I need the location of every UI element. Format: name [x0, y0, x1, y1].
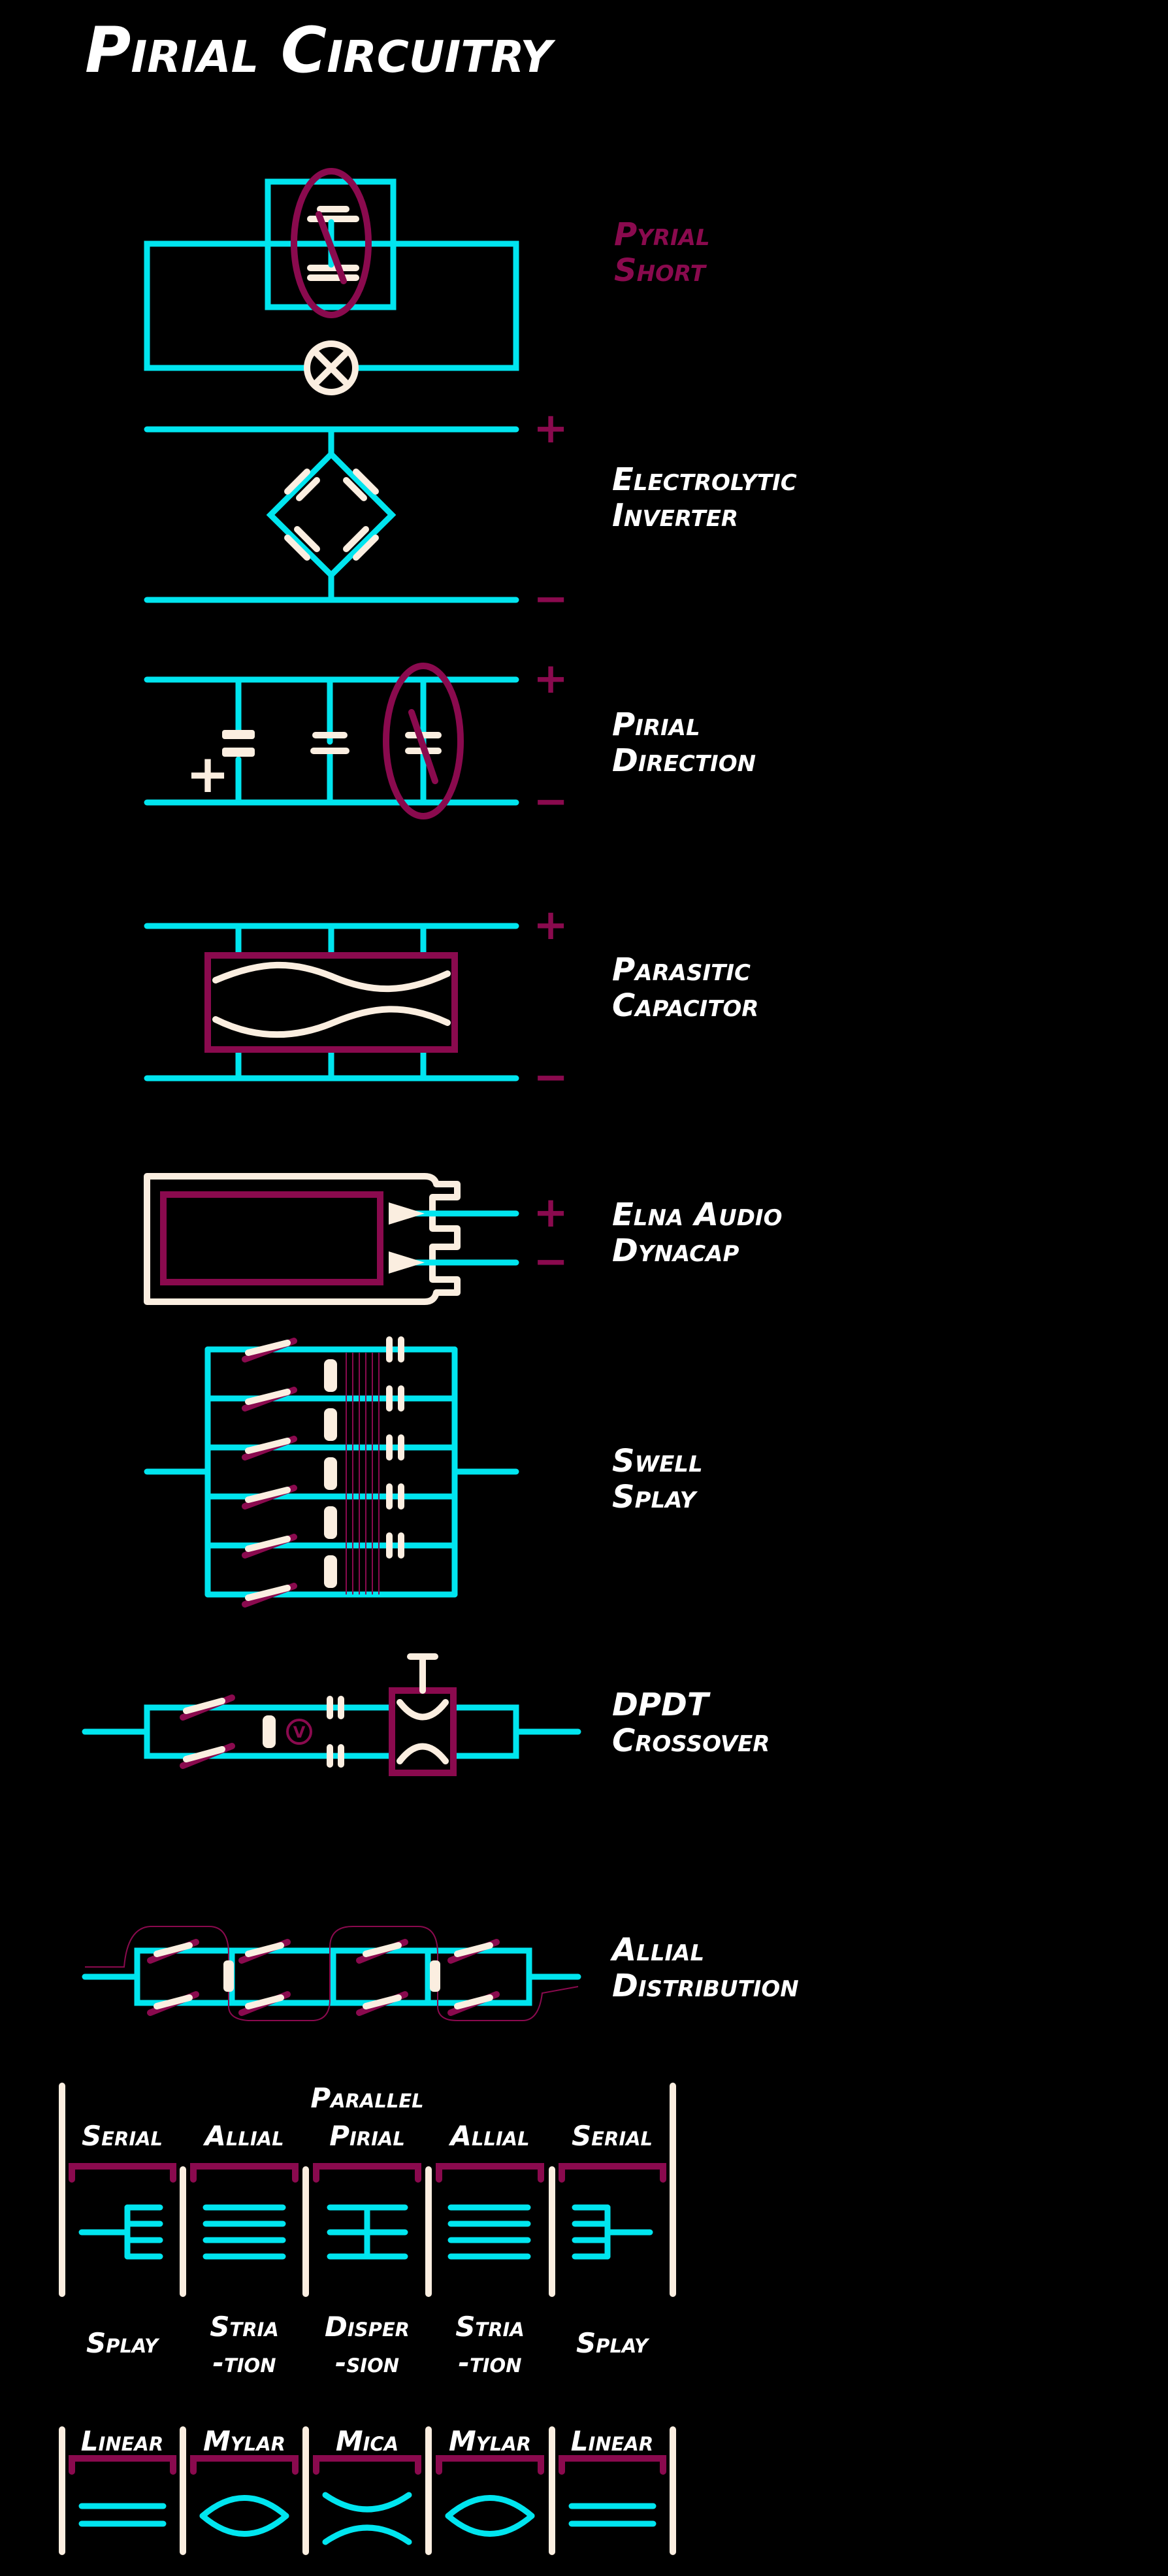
circuit-pyrial-short: [144, 168, 519, 395]
polarity-plus-icon: +: [186, 744, 229, 804]
dielectric-table: [59, 2426, 676, 2555]
column-label: Serial: [572, 2120, 653, 2152]
label-elna-audio-dynacap-1: Elna Audio: [612, 1197, 782, 1233]
label-parasitic-capacitor-1: Parasitic: [612, 951, 751, 988]
allial-capacitor-icon-right: [447, 2204, 531, 2260]
label-pyrial-short-2: Short: [614, 252, 707, 289]
swell-splay-resistors: [242, 1338, 297, 1608]
table-header-parallel: Parallel: [310, 2082, 423, 2114]
serial-capacitor-icon-right: [572, 2204, 653, 2260]
label-elna-audio-dynacap-2: Dynacap: [612, 1232, 739, 1269]
effect-label: Stria: [210, 2311, 279, 2343]
label-pirial-direction-2: Direction: [612, 742, 756, 779]
allial-resistors: [147, 1939, 500, 2016]
linear-dielectric-icon-left: [78, 2503, 167, 2527]
effect-label: -sion: [335, 2347, 399, 2379]
label-dpdt-crossover-1: DPDT: [612, 1687, 711, 1723]
label-parasitic-capacitor-2: Capacitor: [612, 987, 758, 1024]
circuit-electrolytic-inverter: [144, 426, 519, 603]
minus-sign: −: [533, 778, 568, 826]
circuit-swell-splay: [144, 1336, 519, 1608]
column-label: Serial: [82, 2120, 163, 2152]
column-label: Allial: [203, 2120, 284, 2152]
dielectric-label: Linear: [571, 2425, 653, 2457]
effect-label: -tion: [213, 2347, 276, 2379]
circuit-dpdt-crossover: V: [82, 1653, 581, 1776]
pirial-capacitor-icon: [327, 2204, 408, 2260]
plus-sign: +: [533, 405, 568, 453]
label-allial-distribution-2: Distribution: [612, 1968, 799, 2004]
circuit-elna-audio-dynacap: [144, 1173, 519, 1305]
label-allial-distribution-1: Allial: [609, 1932, 704, 1968]
dielectric-label: Linear: [81, 2425, 163, 2457]
label-swell-splay-2: Splay: [612, 1479, 698, 1515]
effect-label: Splay: [576, 2327, 650, 2359]
label-dpdt-crossover-2: Crossover: [612, 1723, 770, 1759]
label-electrolytic-inverter-1: Electrolytic: [612, 461, 797, 498]
voltmeter-icon: [286, 1719, 312, 1745]
effect-label: Splay: [86, 2327, 160, 2359]
label-electrolytic-inverter-2: Inverter: [612, 497, 738, 534]
label-swell-splay-1: Swell: [612, 1443, 703, 1479]
mylar-dielectric-icon-left: [199, 2495, 289, 2537]
linear-dielectric-icon-right: [568, 2503, 657, 2527]
mica-dielectric-icon: [322, 2492, 412, 2545]
minus-sign: −: [533, 1053, 568, 1102]
circuit-allial-distribution: [82, 1926, 581, 2021]
capacitor-type-table: [59, 2083, 676, 2297]
swell-splay-fuses: [324, 1359, 337, 1588]
svg-text:V: V: [293, 1723, 306, 1742]
dielectric-label: Mica: [336, 2425, 398, 2457]
plus-sign: +: [533, 1189, 568, 1237]
page-title: Pirial Circuitry: [85, 14, 556, 87]
effect-label: Disper: [325, 2311, 410, 2343]
allial-capacitor-icon-left: [203, 2204, 286, 2260]
plus-sign: +: [533, 901, 568, 949]
swell-splay-fibers: [346, 1353, 380, 1594]
minus-sign: −: [533, 1238, 568, 1286]
circuit-pirial-direction: +: [144, 663, 519, 819]
label-pyrial-short-1: Pyrial: [614, 216, 710, 253]
dielectric-label: Mylar: [449, 2425, 531, 2457]
circuit-parasitic-capacitor: [144, 923, 519, 1082]
serial-capacitor-icon-left: [78, 2204, 163, 2260]
label-pirial-direction-1: Pirial: [612, 706, 700, 743]
minus-sign: −: [533, 575, 568, 623]
effect-label: -tion: [459, 2347, 522, 2379]
dielectric-label: Mylar: [203, 2425, 285, 2457]
plus-sign: +: [533, 655, 568, 703]
swell-splay-caps: [386, 1336, 404, 1559]
mylar-dielectric-icon-right: [445, 2495, 535, 2537]
column-label: Allial: [448, 2120, 529, 2152]
column-label: Pirial: [329, 2120, 405, 2152]
effect-label: Stria: [455, 2311, 525, 2343]
